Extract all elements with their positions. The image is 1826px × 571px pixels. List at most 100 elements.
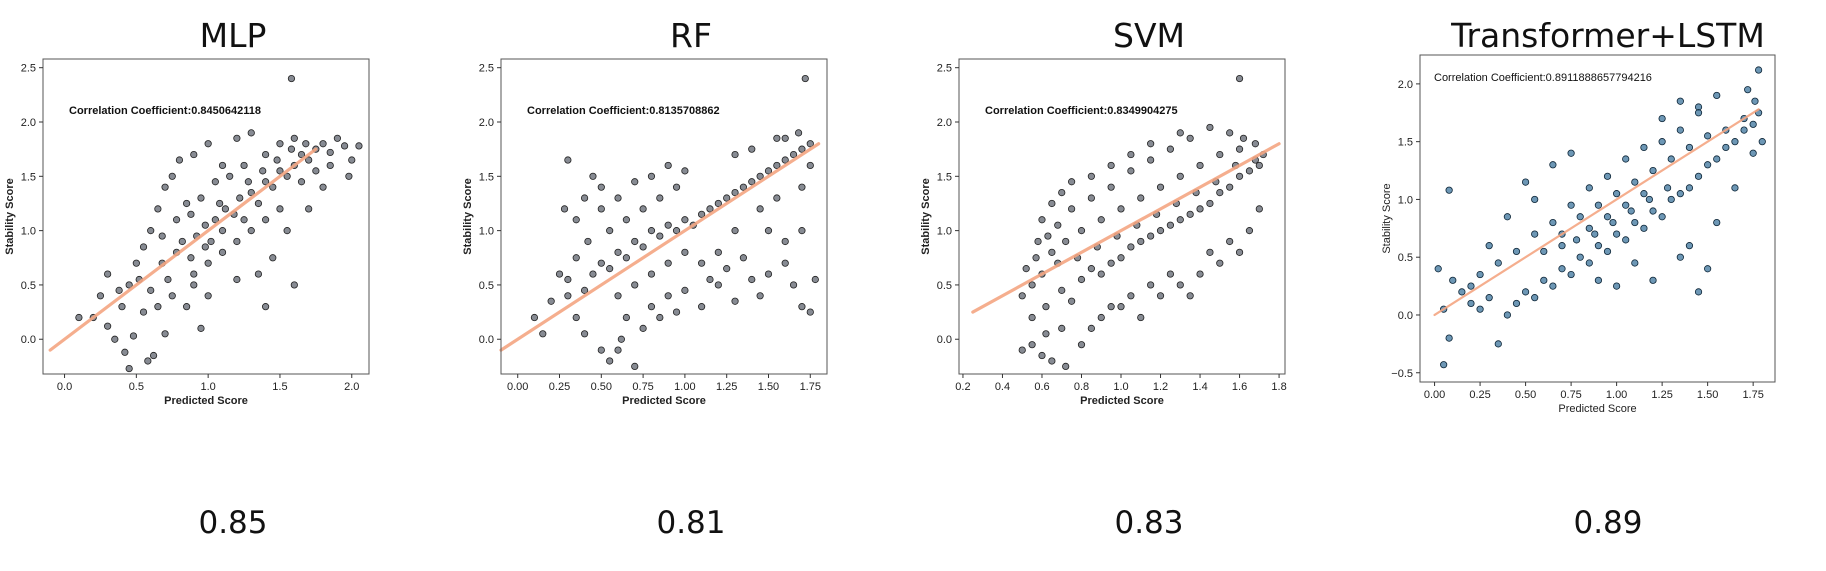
data-point: [656, 194, 664, 202]
data-point: [121, 348, 129, 356]
data-point: [1235, 74, 1244, 83]
x-tick-label: 1.00: [674, 381, 695, 393]
data-point: [1117, 205, 1125, 213]
data-point: [748, 145, 756, 153]
model-title: RF: [670, 16, 712, 55]
data-point: [1156, 227, 1165, 235]
data-point: [1127, 167, 1135, 175]
data-point: [631, 362, 639, 370]
data-point: [672, 227, 681, 235]
data-point: [1239, 134, 1248, 142]
data-point: [1449, 276, 1457, 284]
data-point: [672, 183, 681, 191]
data-point: [1137, 237, 1145, 246]
data-point: [1676, 253, 1684, 261]
data-point: [319, 183, 327, 191]
data-point: [1512, 299, 1521, 308]
data-point: [168, 172, 176, 180]
data-point: [781, 237, 789, 246]
x-tick-label: 1.25: [716, 381, 737, 393]
data-point: [606, 357, 614, 365]
data-point: [1097, 216, 1105, 224]
data-point: [1558, 242, 1566, 250]
data-point: [614, 292, 622, 300]
data-point: [1549, 218, 1557, 227]
data-point: [1176, 281, 1184, 289]
data-point: [1137, 194, 1145, 202]
data-point: [1087, 172, 1095, 180]
x-axis-label: Predicted Score: [622, 395, 706, 407]
data-point: [1042, 303, 1050, 311]
data-point: [1503, 213, 1511, 221]
data-point: [1494, 259, 1502, 267]
data-point: [1235, 248, 1244, 256]
data-point: [276, 167, 284, 175]
data-point: [154, 303, 162, 311]
x-tick-label: 0.75: [632, 381, 653, 393]
data-point: [244, 178, 252, 186]
data-point: [201, 221, 209, 229]
data-point: [572, 254, 580, 262]
data-point: [1226, 183, 1234, 191]
y-tick-label: 2.0: [479, 117, 494, 129]
data-point: [226, 172, 234, 180]
x-tick-label: 1.0: [201, 381, 216, 393]
data-point: [1087, 194, 1095, 202]
y-tick-label: 1.0: [1398, 194, 1413, 206]
data-point: [247, 227, 255, 235]
data-point: [617, 335, 625, 343]
data-point: [204, 259, 212, 267]
data-point: [739, 183, 748, 191]
y-tick-label: 0.5: [21, 280, 36, 292]
data-point: [631, 237, 639, 246]
data-point: [1467, 282, 1475, 290]
data-point: [647, 227, 656, 235]
data-point: [1196, 161, 1204, 170]
data-point: [756, 205, 764, 213]
data-point: [1603, 172, 1612, 180]
data-point: [1058, 286, 1066, 294]
data-point: [1594, 201, 1603, 209]
data-point: [1658, 213, 1666, 221]
y-axis-label: Stability Score: [920, 178, 932, 254]
data-point: [333, 134, 342, 142]
data-point: [1694, 288, 1703, 296]
data-point: [290, 134, 298, 142]
data-point: [798, 303, 806, 311]
data-point: [1685, 242, 1694, 250]
data-point: [1640, 190, 1648, 198]
correlation-annotation: Correlation Coefficient:0.89118886577942…: [1434, 72, 1652, 84]
data-point: [639, 205, 647, 213]
data-point: [1558, 265, 1566, 273]
x-tick-label: 1.00: [1606, 389, 1627, 401]
y-tick-label: 1.5: [937, 171, 952, 183]
data-point: [681, 248, 689, 256]
data-point: [1137, 313, 1145, 322]
data-point: [1196, 205, 1204, 213]
data-point: [305, 205, 313, 213]
data-point: [75, 313, 83, 322]
x-tick-label: 1.25: [1651, 389, 1672, 401]
x-tick-label: 0.00: [1424, 389, 1445, 401]
scatter-chart-rf: 0.00 0.25 0.50 0.75 1.00 1.25 1.50 1.75 0.0 0.5 1.…: [462, 58, 828, 407]
data-point: [1731, 184, 1739, 192]
data-point: [1613, 230, 1621, 238]
data-point: [1640, 143, 1648, 152]
data-point: [731, 189, 739, 197]
model-score: 0.85: [198, 505, 268, 541]
data-point: [158, 232, 166, 240]
data-point: [764, 270, 773, 278]
data-point: [656, 232, 664, 240]
x-tick-label: 1.50: [1697, 389, 1718, 401]
model-score: 0.81: [656, 505, 726, 541]
data-point: [1176, 172, 1184, 180]
data-point: [580, 330, 589, 338]
data-point: [132, 259, 140, 267]
data-point: [806, 140, 814, 148]
data-point: [168, 292, 176, 300]
correlation-annotation: Correlation Coefficient:0.8450642118: [69, 105, 261, 117]
data-point: [764, 227, 773, 235]
data-point: [1048, 248, 1056, 256]
data-point: [178, 237, 186, 246]
data-point: [1054, 221, 1062, 229]
